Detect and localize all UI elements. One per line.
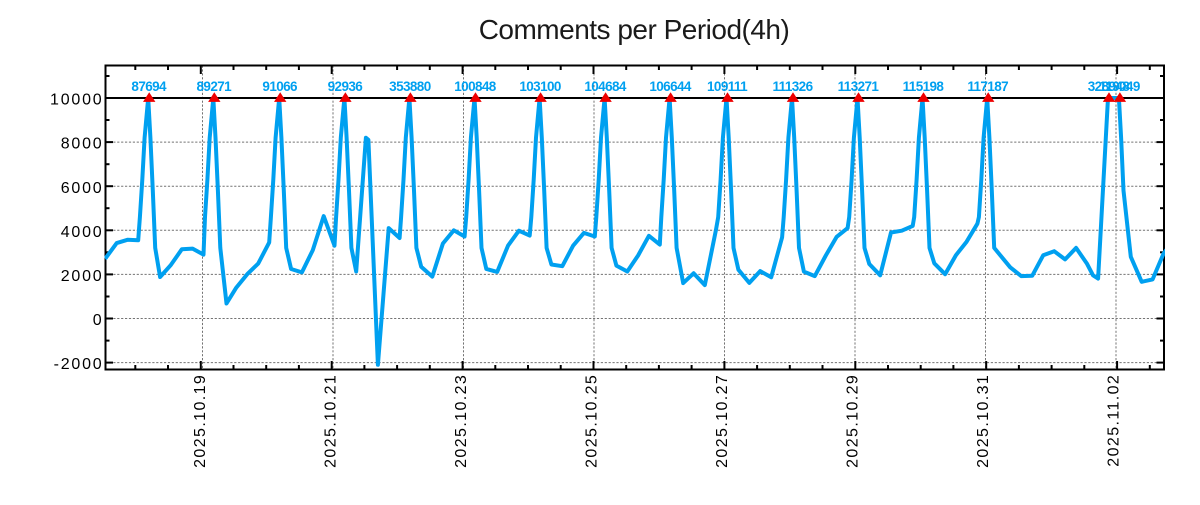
svg-text:113271: 113271 [838, 79, 880, 94]
svg-text:103100: 103100 [519, 79, 561, 94]
svg-text:4000: 4000 [61, 224, 104, 241]
svg-text:6000: 6000 [61, 180, 104, 197]
svg-text:-2000: -2000 [54, 356, 104, 373]
svg-text:111326: 111326 [773, 79, 814, 94]
svg-text:8000: 8000 [61, 136, 104, 153]
svg-text:353880: 353880 [389, 79, 431, 94]
svg-text:92936: 92936 [328, 79, 364, 94]
svg-text:115198: 115198 [903, 79, 945, 94]
svg-text:Comments per Period(4h): Comments per Period(4h) [479, 14, 790, 45]
svg-text:2025.10.25: 2025.10.25 [583, 374, 600, 468]
svg-text:10000: 10000 [50, 92, 104, 109]
svg-text:2025.10.27: 2025.10.27 [714, 374, 731, 468]
svg-text:100848: 100848 [454, 79, 497, 94]
svg-text:91066: 91066 [262, 79, 298, 94]
svg-text:2025.10.29: 2025.10.29 [844, 374, 861, 468]
svg-text:2025.10.23: 2025.10.23 [453, 374, 470, 468]
svg-text:2000: 2000 [61, 268, 104, 285]
svg-text:104684: 104684 [584, 79, 627, 94]
svg-text:89271: 89271 [197, 79, 233, 94]
svg-text:87694: 87694 [131, 79, 167, 94]
svg-text:328948: 328948 [1088, 79, 1131, 94]
svg-text:2025.11.02: 2025.11.02 [1105, 374, 1122, 467]
svg-text:0: 0 [93, 312, 104, 329]
svg-text:2025.10.21: 2025.10.21 [322, 374, 339, 468]
svg-text:119049: 119049 [1099, 79, 1140, 94]
svg-text:117187: 117187 [967, 79, 1008, 94]
svg-text:2025.10.31: 2025.10.31 [975, 374, 992, 468]
svg-text:2025.10.19: 2025.10.19 [192, 374, 209, 468]
svg-text:109111: 109111 [707, 79, 748, 94]
svg-text:106644: 106644 [649, 79, 692, 94]
